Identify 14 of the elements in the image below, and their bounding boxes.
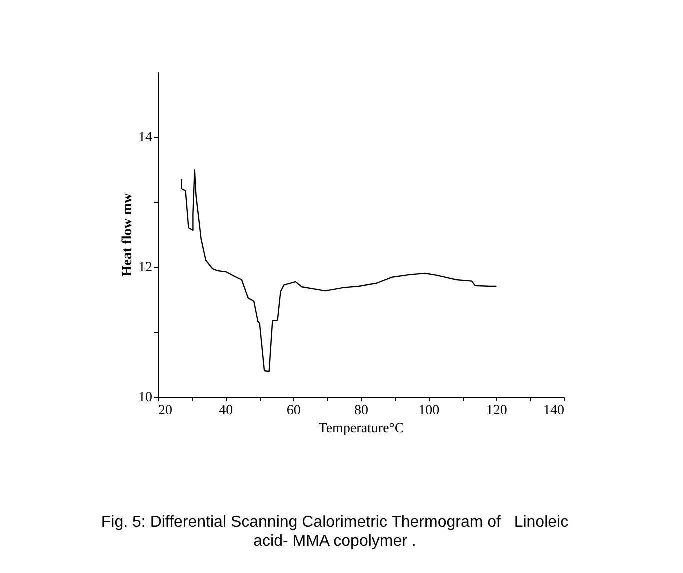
x-tick-label: 140 (544, 404, 564, 418)
y-axis-title: Heat flow mw (120, 192, 136, 277)
y-tick-label: 12 (138, 260, 152, 276)
x-tick-label: 120 (486, 404, 508, 418)
x-tick-label: 80 (354, 404, 368, 418)
caption: Fig. 5: Differential Scanning Calorimetric Thermogram of Linoleic acid- MMA copolymer . (100, 513, 570, 551)
x-tick-label: 20 (158, 404, 172, 418)
y-tick-label: 14 (138, 130, 152, 146)
x-tick-label: 40 (219, 404, 234, 418)
x-tick-label: 60 (286, 404, 301, 418)
y-tick-label: 10 (138, 390, 152, 406)
x-axis-title: Temperature°C (318, 422, 404, 436)
x-tick-label: 100 (418, 404, 440, 418)
line-series (181, 170, 498, 372)
